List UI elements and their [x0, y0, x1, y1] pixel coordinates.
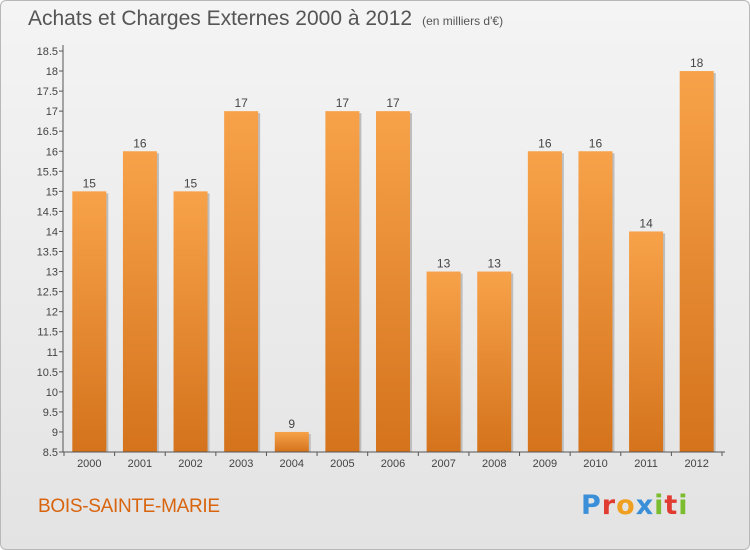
bar-2007 [426, 271, 461, 452]
logo-letter: r [601, 490, 617, 521]
x-tick-label: 2008 [482, 458, 506, 470]
bar-2011 [629, 231, 664, 452]
value-label: 16 [133, 136, 147, 150]
bar-2000 [72, 191, 107, 452]
value-label: 18 [690, 56, 704, 70]
y-tick-label: 12.5 [37, 287, 58, 299]
x-tick-label: 2009 [533, 458, 557, 470]
x-tick-label: 2003 [229, 458, 253, 470]
y-tick-label: 15.5 [37, 166, 58, 178]
value-label: 13 [488, 257, 502, 271]
x-tick-label: 2001 [128, 458, 152, 470]
value-label: 17 [336, 96, 350, 110]
logo-letter: i [654, 490, 665, 521]
x-tick-label: 2010 [583, 458, 607, 470]
bar-2008 [477, 271, 512, 452]
value-label: 17 [386, 96, 400, 110]
logo-letter: i [678, 490, 689, 521]
proxiti-logo: Proxiti [581, 490, 689, 521]
bar-2001 [122, 151, 157, 452]
y-tick-label: 13 [46, 267, 58, 279]
bar-2009 [527, 151, 562, 452]
y-tick-label: 17 [46, 106, 58, 118]
y-tick-label: 14 [46, 226, 58, 238]
y-tick-label: 14.5 [37, 206, 58, 218]
y-tick-label: 11.5 [37, 327, 58, 339]
bar-2002 [173, 191, 208, 452]
y-tick-label: 9.5 [43, 407, 58, 419]
x-tick-label: 2011 [634, 458, 658, 470]
logo-letter: t [664, 490, 679, 521]
bar-2010 [578, 151, 613, 452]
y-tick-label: 17.5 [37, 86, 58, 98]
x-tick-label: 2005 [330, 458, 354, 470]
commune-name: BOIS-SAINTE-MARIE [38, 496, 220, 517]
x-tick-label: 2006 [381, 458, 405, 470]
bar-2012 [679, 71, 714, 453]
x-tick-label: 2000 [77, 458, 101, 470]
y-tick-label: 18.5 [37, 46, 58, 58]
chart-title: Achats et Charges Externes 2000 à 2012 (e… [28, 7, 503, 31]
bar-2003 [224, 111, 259, 453]
y-tick-label: 9 [52, 427, 58, 439]
x-tick-label: 2004 [280, 458, 304, 470]
x-tick-label: 2007 [431, 458, 455, 470]
bar-2006 [376, 111, 410, 453]
y-tick-label: 18 [46, 66, 58, 78]
y-tick-label: 13.5 [37, 247, 58, 259]
title-text: Achats et Charges Externes 2000 à 2012 [28, 7, 413, 30]
value-label: 15 [83, 176, 97, 190]
bar-2004 [274, 431, 309, 452]
logo-letter: P [581, 490, 602, 521]
value-label: 17 [234, 96, 248, 110]
logo-letter: x [635, 490, 655, 521]
chart-unit: (en milliers d'€) [422, 14, 504, 28]
value-label: 15 [184, 176, 198, 190]
value-label: 9 [288, 417, 295, 431]
value-label: 13 [437, 257, 451, 271]
y-tick-label: 16 [46, 146, 58, 158]
y-tick-label: 11 [47, 347, 58, 359]
y-tick-label: 10 [46, 387, 58, 399]
value-label: 14 [639, 216, 653, 230]
value-label: 16 [538, 136, 552, 150]
y-tick-label: 12 [46, 307, 58, 319]
logo-letter: o [616, 490, 636, 521]
y-tick-label: 15 [46, 186, 58, 198]
x-tick-label: 2002 [178, 458, 202, 470]
value-label: 16 [589, 136, 603, 150]
y-tick-label: 10.5 [37, 367, 58, 379]
bar-2005 [325, 111, 360, 453]
x-tick-label: 2012 [684, 458, 708, 470]
y-tick-label: 16.5 [37, 126, 58, 138]
y-tick-label: 8.5 [43, 447, 58, 459]
